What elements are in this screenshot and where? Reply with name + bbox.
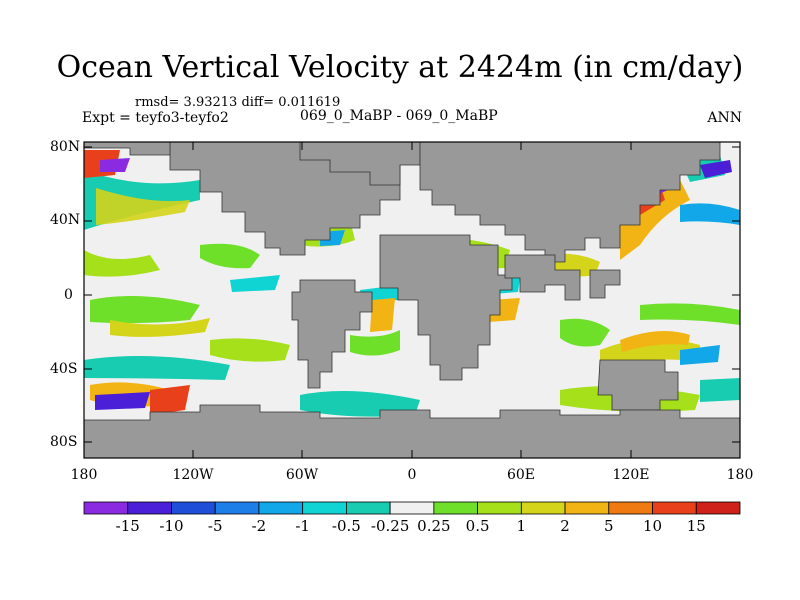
lon-label-120w: 120W — [172, 467, 214, 483]
lon-label-0: 0 — [407, 467, 417, 483]
colorbar-label: -15 — [115, 517, 140, 535]
lon-label-180e: 180 — [726, 467, 754, 483]
colorbar-swatch — [345, 501, 391, 515]
landmass-arabia-india — [504, 254, 581, 301]
lon-label-120e: 120E — [612, 467, 650, 483]
landmass-australia — [597, 359, 679, 411]
colorbar-label: 0.5 — [465, 517, 490, 535]
colorbar-label: 15 — [686, 517, 706, 535]
colorbar-label: 10 — [642, 517, 663, 535]
colorbar-swatch — [83, 501, 129, 515]
colorbar-label: 2 — [560, 517, 570, 535]
runs-label: 069_0_MaBP - 069_0_MaBP — [300, 108, 498, 124]
lon-label-180w: 180 — [70, 467, 98, 483]
colorbar-swatch — [127, 501, 172, 515]
colorbar-swatch — [171, 501, 216, 515]
landmass-south-america — [291, 279, 373, 389]
colorbar-swatch — [433, 501, 479, 515]
lat-label-40s: 40S — [50, 361, 78, 377]
colorbar-label: 5 — [604, 517, 614, 535]
colorbar-swatch — [520, 501, 566, 515]
colorbar-swatch — [652, 501, 697, 515]
colorbar-label: 0.25 — [417, 517, 451, 535]
landmass-antarctica — [83, 404, 741, 459]
land-masses — [83, 141, 741, 459]
colorbar-swatch — [608, 501, 653, 515]
map-title: Ocean Vertical Velocity at 2424m (in cm/… — [56, 50, 744, 85]
colorbar-label: -0.5 — [331, 517, 361, 535]
experiment-label: Expt = teyfo3-teyfo2 — [82, 110, 229, 126]
colorbar — [83, 501, 741, 515]
lat-label-80s: 80S — [50, 434, 78, 450]
colorbar-swatch — [214, 501, 260, 515]
lat-label-0: 0 — [64, 287, 73, 303]
colorbar-swatch — [695, 501, 741, 515]
colorbar-label: -5 — [207, 517, 223, 535]
colorbar-swatch — [389, 501, 435, 515]
landmass-eurasia — [419, 141, 721, 263]
colorbar-label: -1 — [295, 517, 310, 535]
colorbar-label: -0.25 — [370, 517, 410, 535]
colorbar-swatch — [302, 501, 347, 515]
colorbar-swatch — [564, 501, 610, 515]
colorbar-swatch — [477, 501, 522, 515]
lon-label-60w: 60W — [285, 467, 319, 483]
lat-label-80n: 80N — [50, 139, 81, 155]
lon-label-60e: 60E — [506, 467, 536, 483]
colorbar-swatch — [258, 501, 304, 515]
colorbar-label: -10 — [159, 517, 184, 535]
season-label: ANN — [707, 110, 742, 126]
landmass-se-asia — [589, 269, 621, 299]
lat-label-40n: 40N — [50, 212, 81, 228]
stats-line: rmsd= 3.93213 diff= 0.011619 — [135, 95, 341, 110]
colorbar-label: 1 — [516, 517, 527, 535]
landmass-africa — [379, 234, 513, 381]
map-panel — [83, 141, 741, 459]
axis-ticks — [84, 142, 740, 458]
colorbar-label: -2 — [251, 517, 267, 535]
